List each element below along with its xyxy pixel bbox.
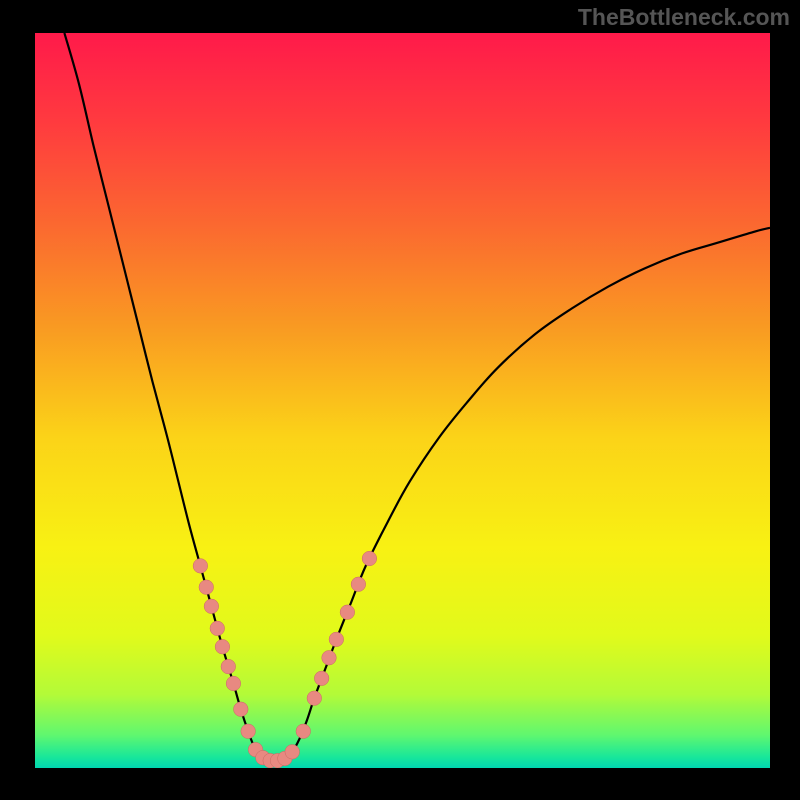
plot-area: [35, 33, 770, 768]
data-marker: [226, 676, 241, 691]
data-marker: [314, 671, 329, 686]
data-marker: [241, 724, 256, 739]
data-marker: [362, 551, 377, 566]
data-marker: [215, 639, 230, 654]
watermark-text: TheBottleneck.com: [578, 4, 790, 31]
data-marker: [210, 621, 225, 636]
data-marker: [329, 632, 344, 647]
data-marker: [221, 659, 236, 674]
data-marker: [322, 650, 337, 665]
data-marker: [340, 605, 355, 620]
data-marker: [285, 745, 300, 760]
plot-svg: [35, 33, 770, 768]
data-marker: [234, 702, 249, 717]
data-marker: [193, 559, 208, 574]
data-marker: [351, 577, 366, 592]
data-marker: [204, 599, 219, 614]
gradient-background: [35, 33, 770, 768]
data-marker: [199, 580, 214, 595]
figure-outer: TheBottleneck.com: [0, 0, 800, 800]
data-marker: [307, 691, 322, 706]
data-marker: [296, 724, 311, 739]
